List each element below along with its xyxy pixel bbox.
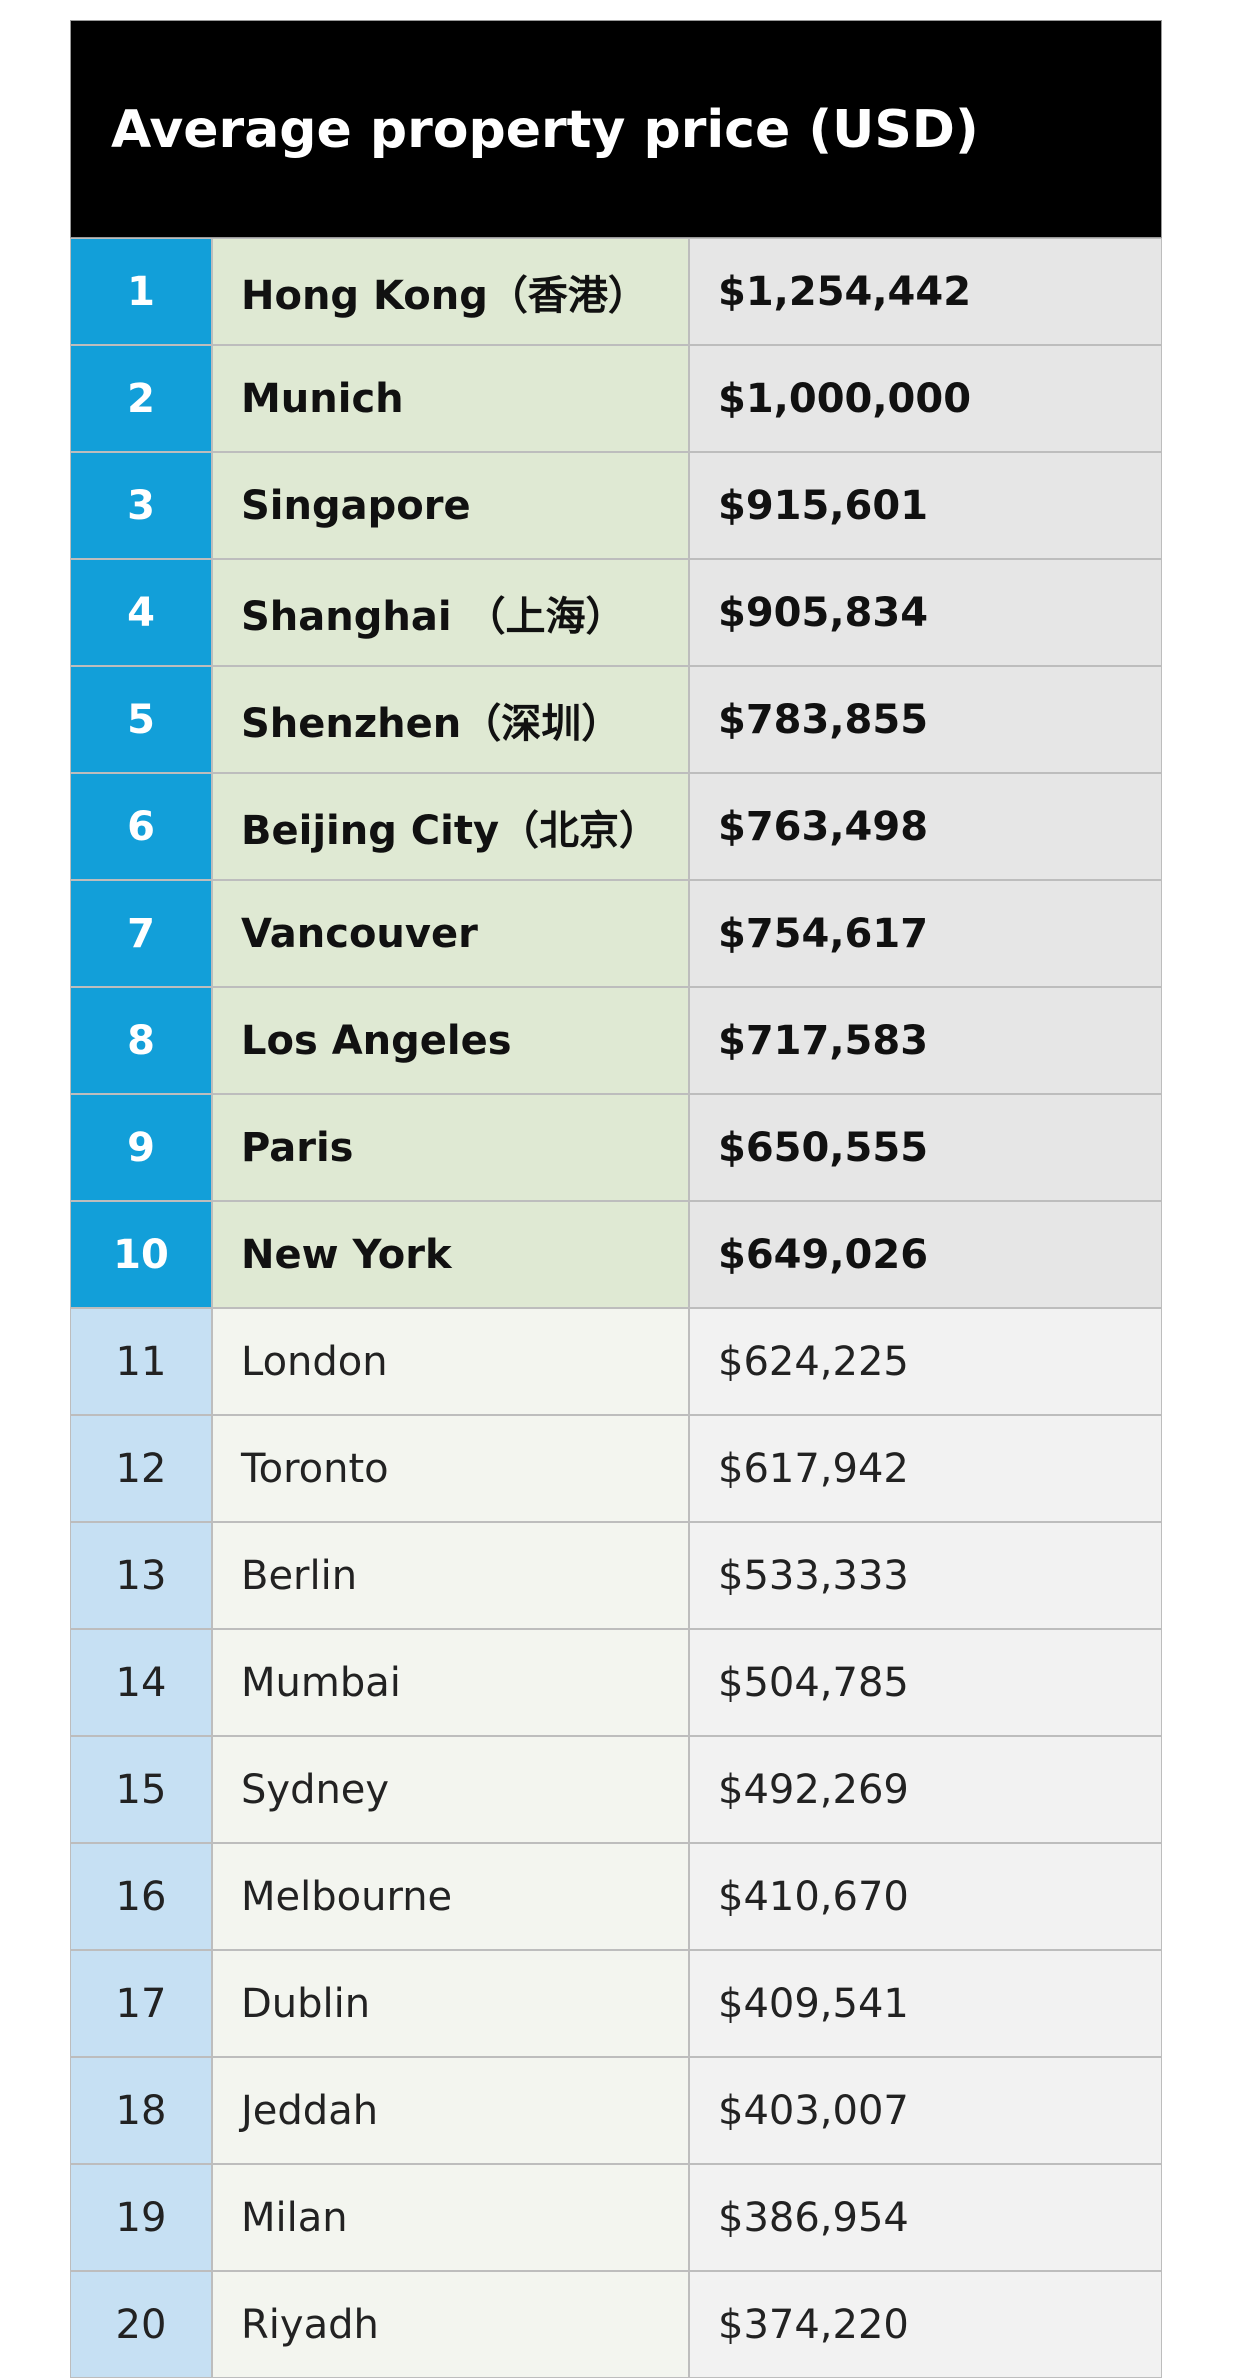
rank-cell: 14	[70, 1629, 212, 1736]
city-cell: Singapore	[212, 452, 689, 559]
city-cell: London	[212, 1308, 689, 1415]
city-cell: Toronto	[212, 1415, 689, 1522]
city-cell: Milan	[212, 2164, 689, 2271]
price-cell: $650,555	[689, 1094, 1162, 1201]
rank-cell: 18	[70, 2057, 212, 2164]
city-cell: Dublin	[212, 1950, 689, 2057]
price-cell: $717,583	[689, 987, 1162, 1094]
rank-cell: 7	[70, 880, 212, 987]
price-cell: $783,855	[689, 666, 1162, 773]
rank-cell: 8	[70, 987, 212, 1094]
city-cell: Shanghai （上海）	[212, 559, 689, 666]
price-cell: $386,954	[689, 2164, 1162, 2271]
rank-cell: 10	[70, 1201, 212, 1308]
page: Average property price (USD) 1 Hong Kong（…	[70, 20, 1162, 2378]
city-cell: Sydney	[212, 1736, 689, 1843]
city-cell: Beijing City（北京）	[212, 773, 689, 880]
price-cell: $915,601	[689, 452, 1162, 559]
city-cell: Riyadh	[212, 2271, 689, 2378]
price-cell: $374,220	[689, 2271, 1162, 2378]
title: Average property price (USD)	[111, 100, 979, 160]
rank-cell: 15	[70, 1736, 212, 1843]
price-cell: $905,834	[689, 559, 1162, 666]
rank-cell: 5	[70, 666, 212, 773]
price-cell: $617,942	[689, 1415, 1162, 1522]
price-cell: $403,007	[689, 2057, 1162, 2164]
city-cell: Los Angeles	[212, 987, 689, 1094]
rank-cell: 2	[70, 345, 212, 452]
city-cell: Melbourne	[212, 1843, 689, 1950]
rank-cell: 9	[70, 1094, 212, 1201]
price-cell: $649,026	[689, 1201, 1162, 1308]
price-cell: $624,225	[689, 1308, 1162, 1415]
city-cell: Vancouver	[212, 880, 689, 987]
rank-cell: 13	[70, 1522, 212, 1629]
rank-cell: 20	[70, 2271, 212, 2378]
header: Average property price (USD)	[70, 20, 1162, 238]
city-cell: Shenzhen（深圳）	[212, 666, 689, 773]
city-cell: Munich	[212, 345, 689, 452]
rank-cell: 19	[70, 2164, 212, 2271]
price-cell: $492,269	[689, 1736, 1162, 1843]
price-cell: $533,333	[689, 1522, 1162, 1629]
rank-cell: 4	[70, 559, 212, 666]
rank-cell: 17	[70, 1950, 212, 2057]
price-cell: $409,541	[689, 1950, 1162, 2057]
price-cell: $1,000,000	[689, 345, 1162, 452]
price-cell: $410,670	[689, 1843, 1162, 1950]
city-cell: Hong Kong（香港）	[212, 238, 689, 345]
city-cell: New York	[212, 1201, 689, 1308]
rank-cell: 6	[70, 773, 212, 880]
city-cell: Jeddah	[212, 2057, 689, 2164]
rank-cell: 11	[70, 1308, 212, 1415]
price-cell: $504,785	[689, 1629, 1162, 1736]
city-cell: Mumbai	[212, 1629, 689, 1736]
price-cell: $754,617	[689, 880, 1162, 987]
rank-cell: 12	[70, 1415, 212, 1522]
price-cell: $1,254,442	[689, 238, 1162, 345]
price-cell: $763,498	[689, 773, 1162, 880]
city-cell: Paris	[212, 1094, 689, 1201]
rank-cell: 3	[70, 452, 212, 559]
rank-cell: 16	[70, 1843, 212, 1950]
rank-cell: 1	[70, 238, 212, 345]
city-cell: Berlin	[212, 1522, 689, 1629]
